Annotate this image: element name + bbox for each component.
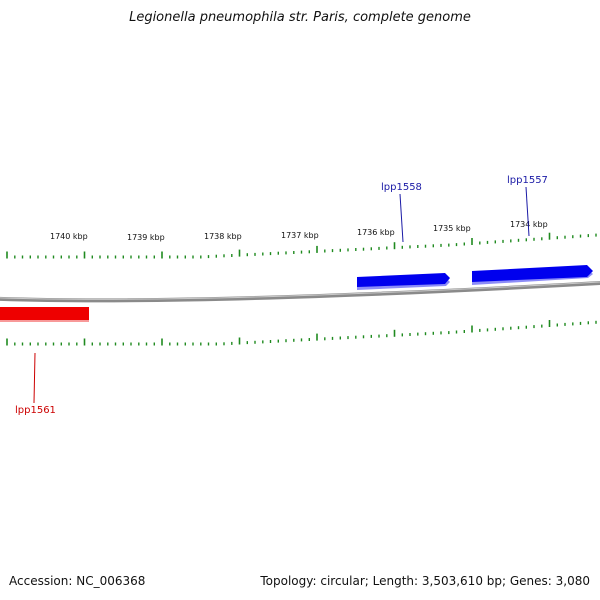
genome-backbone-highlight [0, 281, 600, 300]
scale-label-1734: 1734 kbp [510, 220, 548, 229]
gene-label-lpp1558[interactable]: lpp1558 [381, 182, 422, 193]
inner-tick-track [6, 320, 597, 346]
scale-label-1739: 1739 kbp [127, 233, 165, 242]
scale-label-1736: 1736 kbp [357, 228, 395, 237]
callout-line-lpp1558 [399, 193, 404, 243]
genome-summary-text: Topology: circular; Length: 3,503,610 bp… [260, 574, 590, 588]
accession-text: Accession: NC_006368 [9, 574, 146, 588]
genome-backbone [0, 281, 600, 303]
outer-tick-track [6, 232, 597, 259]
scale-label-1738: 1738 kbp [204, 232, 242, 241]
callout-line-lpp1557 [525, 186, 530, 237]
gene-feature-lpp1558[interactable] [357, 273, 450, 290]
gene-label-lpp1557[interactable]: lpp1557 [507, 175, 548, 186]
gene-feature-lpp1561[interactable] [0, 307, 89, 322]
scale-label-1740: 1740 kbp [50, 232, 88, 241]
gene-feature-lpp1557[interactable] [472, 265, 593, 285]
scale-label-1735: 1735 kbp [433, 224, 471, 233]
callout-line-lpp1561 [33, 352, 36, 404]
map-title: Legionella pneumophila str. Paris, compl… [129, 10, 471, 25]
scale-label-1737: 1737 kbp [281, 231, 319, 240]
gene-label-lpp1561[interactable]: lpp1561 [15, 405, 56, 416]
